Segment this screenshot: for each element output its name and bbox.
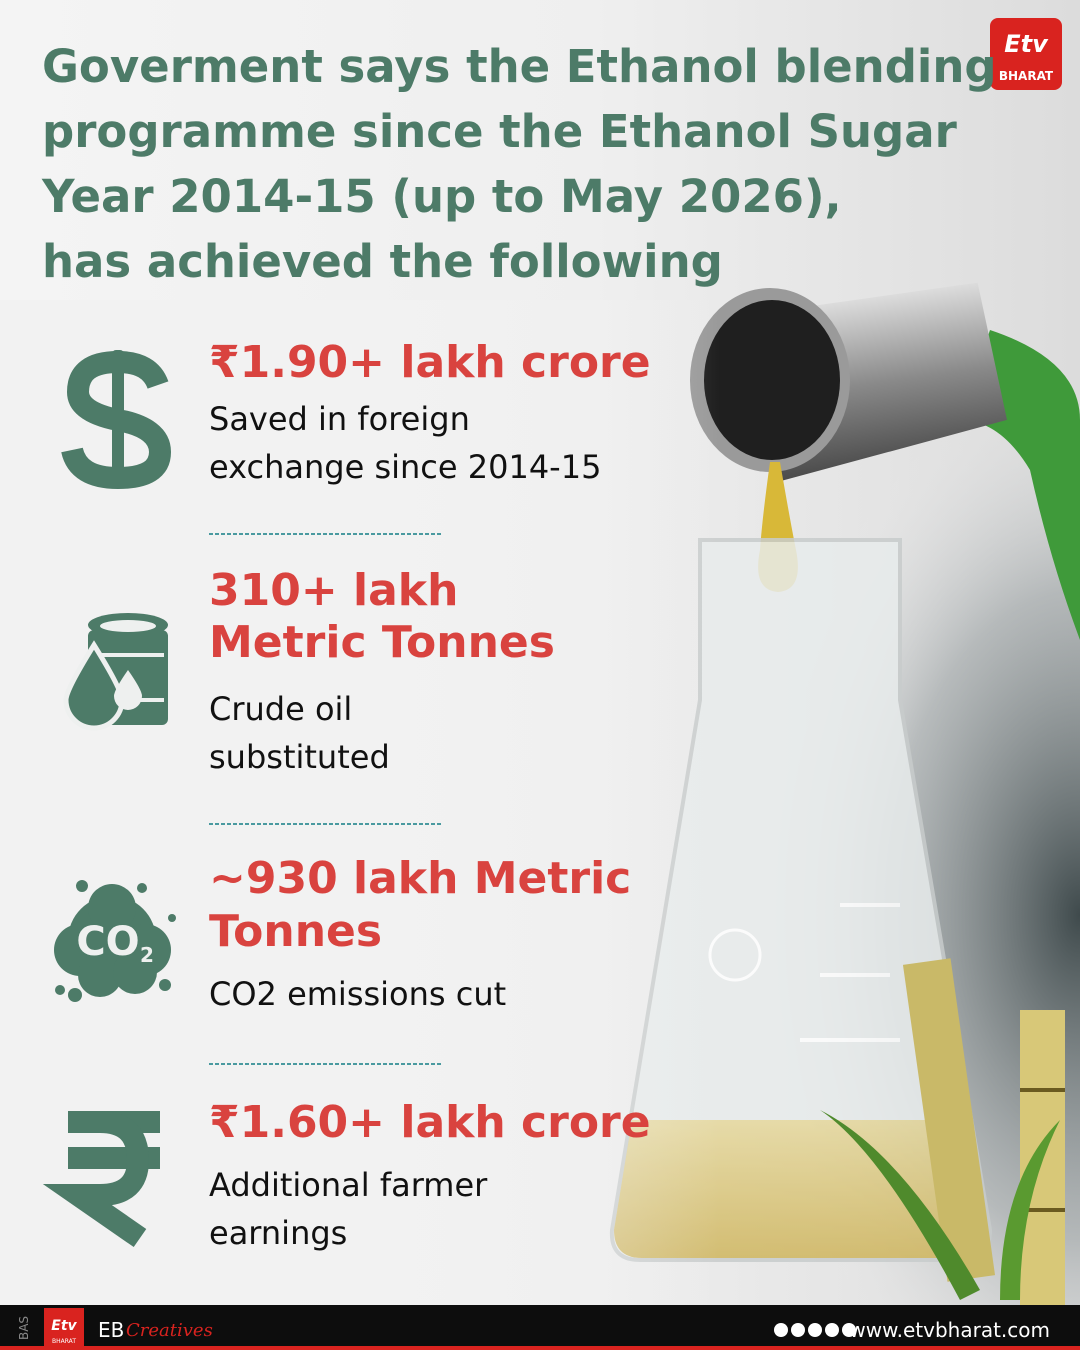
description: earnings: [209, 1214, 347, 1252]
logo-name: BHARAT: [999, 69, 1054, 83]
oil-barrel-icon: [63, 613, 168, 731]
description: substituted: [209, 738, 390, 776]
footer-logo-name: BHARAT: [52, 1338, 76, 1345]
title: Goverment says the Ethanol blending prog…: [41, 40, 997, 288]
title-line: Year 2014-15 (up to May 2026),: [41, 170, 842, 223]
footer-brand: EB: [98, 1318, 124, 1342]
rupee-icon: [42, 1111, 160, 1248]
headline: 310+ lakh: [209, 565, 458, 616]
title-line: programme since the Ethanol Sugar: [42, 105, 958, 158]
footer: BAS Etv BHARAT EB Creatives www.etvbhara…: [0, 1305, 1080, 1350]
title-line: Goverment says the Ethanol blending: [42, 40, 997, 93]
description: exchange since 2014-15: [209, 448, 601, 486]
social-icons: [774, 1323, 856, 1337]
dollar-icon: [61, 350, 172, 490]
headline: ~930 lakh Metric: [209, 853, 631, 904]
logo-mark: Etv: [1004, 30, 1049, 58]
headline: ₹1.60+ lakh crore: [209, 1097, 651, 1148]
description: Saved in foreign: [209, 400, 470, 438]
logo: Etv BHARAT: [990, 18, 1062, 90]
footer-side: BAS: [17, 1316, 31, 1340]
sugarcane: [820, 958, 1065, 1310]
items: ₹1.90+ lakh crore Saved in foreign excha…: [209, 337, 651, 1252]
footer-url[interactable]: www.etvbharat.com: [849, 1318, 1050, 1342]
co2-icon: CO 2: [54, 880, 176, 1002]
headline: Tonnes: [209, 906, 382, 957]
co2-subscript: 2: [140, 943, 154, 967]
title-line: has achieved the following: [42, 235, 723, 288]
footer-logo-mark: Etv: [51, 1318, 77, 1334]
headline: Metric Tonnes: [209, 617, 555, 668]
footer-brand-script: Creatives: [126, 1320, 213, 1341]
description: CO2 emissions cut: [209, 975, 506, 1013]
description: Additional farmer: [209, 1166, 488, 1204]
headline: ₹1.90+ lakh crore: [209, 337, 651, 388]
co2-label: CO: [76, 919, 139, 965]
description: Crude oil: [209, 690, 352, 728]
